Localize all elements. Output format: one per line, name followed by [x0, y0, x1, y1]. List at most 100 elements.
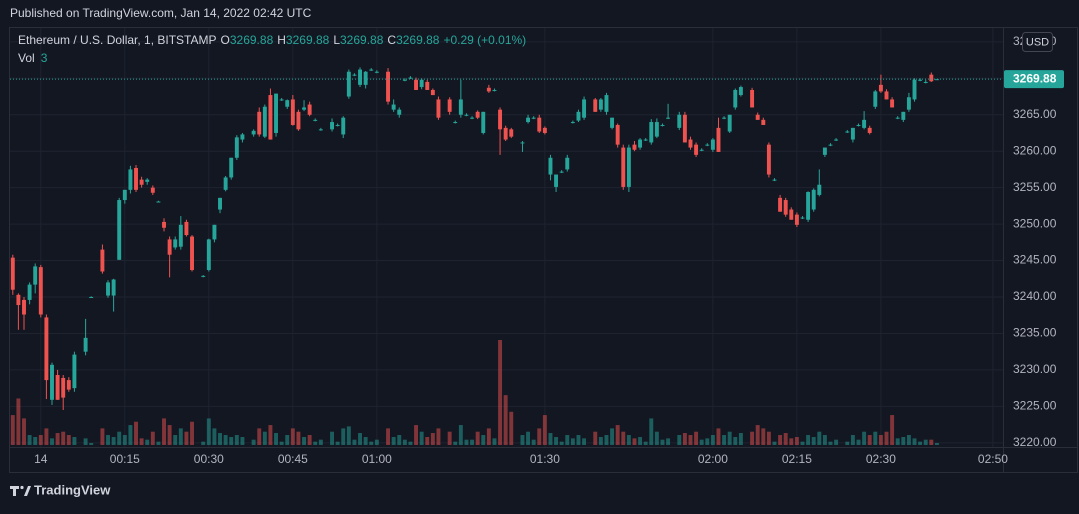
volume-bar — [223, 435, 228, 445]
candle-body — [251, 130, 256, 135]
candle-body — [162, 221, 166, 228]
x-tick-label: 01:30 — [530, 452, 560, 466]
candle-body — [705, 144, 710, 146]
candle-body — [766, 144, 771, 175]
volume-bar — [447, 431, 452, 445]
ohlc-value: 3269.88 — [286, 33, 330, 47]
candle-body — [710, 139, 715, 150]
volume-bar — [598, 437, 603, 445]
candle-body — [850, 127, 855, 140]
volume-bar — [682, 433, 687, 445]
series-title: Ethereum / U.S. Dollar, 1, BITSTAMP — [18, 33, 217, 47]
volume-bar — [414, 425, 419, 445]
candle-body — [615, 124, 620, 145]
candle-body — [761, 119, 766, 125]
volume-bar — [806, 435, 811, 445]
candle-body — [173, 239, 178, 248]
x-tick-label: 01:00 — [362, 452, 392, 466]
candle-body — [139, 179, 144, 185]
candle-body — [531, 117, 536, 119]
volume-bar — [184, 431, 189, 445]
candle-body — [408, 77, 413, 79]
volume-bar — [313, 441, 318, 445]
volume-bar — [537, 428, 542, 445]
candle-body — [257, 111, 262, 135]
volume-bar — [402, 439, 407, 445]
volume-bar — [458, 425, 463, 445]
volume-bar — [369, 441, 374, 445]
candle-body — [279, 99, 284, 101]
volume-bar — [856, 439, 861, 445]
candle-body — [83, 337, 88, 352]
candle-body — [414, 79, 419, 90]
candle-body — [727, 114, 732, 132]
candle-body — [811, 189, 816, 210]
change-value: +0.29 (+0.01%) — [443, 33, 526, 47]
candle-body — [643, 139, 648, 141]
candle-body — [453, 122, 458, 124]
volume-bar — [666, 438, 671, 445]
volume-bar — [783, 433, 788, 445]
volume-bar — [89, 443, 94, 445]
candle-body — [346, 71, 351, 97]
candle-body — [912, 79, 917, 100]
volume-bar — [72, 437, 77, 445]
candle-body — [694, 144, 699, 155]
volume-bar — [44, 428, 49, 445]
candle-body — [755, 114, 760, 120]
volume-bar — [559, 441, 564, 445]
volume-bar — [794, 437, 799, 445]
candle-body — [285, 100, 290, 107]
legend: Ethereum / U.S. Dollar, 1, BITSTAMP O 3269… — [18, 33, 526, 65]
candle-body — [862, 119, 867, 128]
candle-body — [419, 79, 424, 88]
volume-bar — [453, 441, 458, 445]
ohlc-value: 3269.88 — [396, 33, 440, 47]
volume-bar — [10, 415, 15, 445]
candle-body — [682, 114, 687, 143]
volume-bar — [492, 438, 497, 445]
candle-body — [638, 139, 643, 148]
y-tick-label: 3220.00 — [1013, 435, 1057, 449]
volume-bar — [307, 435, 312, 445]
volume-bar — [425, 437, 430, 445]
volume-bar — [738, 433, 743, 445]
candle-body — [358, 69, 363, 85]
candle-body — [145, 179, 150, 182]
volume-bar — [845, 441, 850, 445]
candle-body — [150, 187, 155, 193]
volume-bar — [542, 415, 547, 445]
volume-bar — [610, 428, 615, 445]
volume-bar — [867, 435, 872, 445]
candle-body — [481, 111, 486, 133]
x-tick-label: 00:30 — [194, 452, 224, 466]
volume-bar — [122, 435, 127, 445]
candle-body — [218, 197, 222, 210]
y-tick-label: 3250.00 — [1013, 216, 1057, 230]
volume-bar — [206, 418, 211, 445]
volume-bar — [167, 425, 172, 445]
volume-bar — [55, 433, 60, 445]
chart-frame — [9, 27, 1078, 473]
volume-bar — [162, 418, 166, 445]
volume-bar — [240, 437, 245, 445]
candle-body — [856, 124, 861, 126]
candle-body — [929, 74, 934, 82]
candle-body — [800, 217, 805, 219]
volume-bar — [229, 437, 234, 445]
x-tick-label: 00:15 — [110, 452, 140, 466]
volume-bar — [526, 431, 531, 445]
volume-bar — [918, 441, 923, 445]
volume-bar — [145, 439, 150, 445]
ohlc-label: L — [333, 33, 340, 47]
candle-body — [55, 375, 60, 400]
volume-bar — [335, 441, 340, 445]
volume-bar — [632, 438, 637, 445]
volume-bar — [374, 439, 379, 445]
volume-bar — [890, 415, 895, 445]
volume-bar — [912, 438, 917, 445]
candle-body — [100, 249, 105, 272]
volume-bar — [178, 428, 183, 445]
